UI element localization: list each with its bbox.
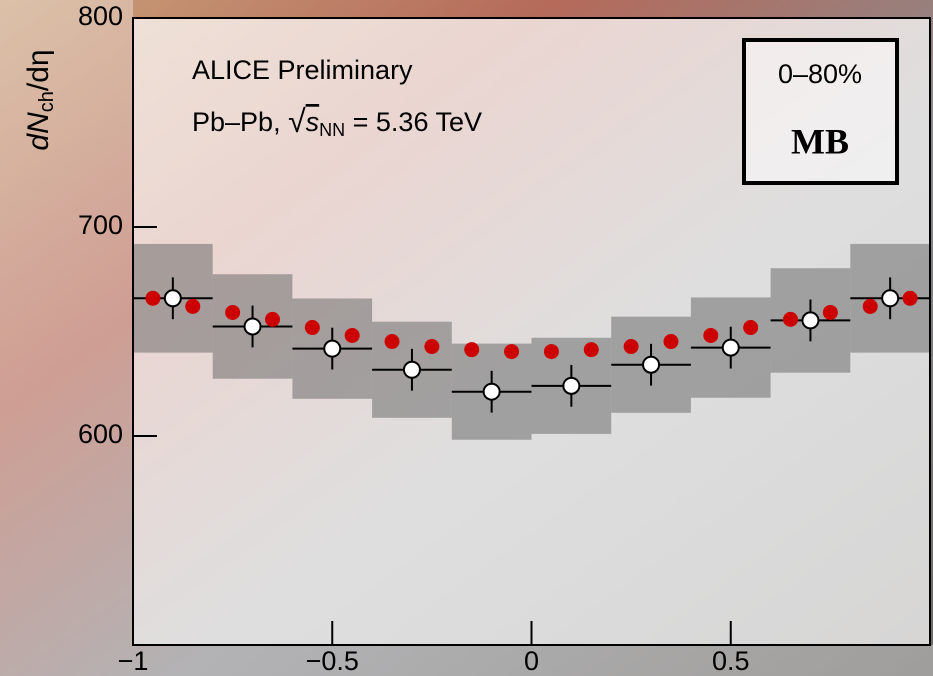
point bbox=[323, 339, 342, 358]
point bbox=[243, 317, 262, 336]
point bbox=[264, 311, 280, 327]
point bbox=[482, 382, 501, 401]
point bbox=[743, 320, 759, 336]
point bbox=[703, 327, 719, 343]
point bbox=[902, 290, 918, 306]
point bbox=[504, 344, 520, 360]
sqrt-sign: √ bbox=[288, 103, 306, 139]
x-tick-label: −0.5 bbox=[306, 646, 359, 676]
y-label-sub: ch bbox=[36, 91, 58, 112]
point bbox=[562, 376, 581, 395]
point bbox=[801, 311, 820, 330]
marks bbox=[133, 243, 930, 440]
point bbox=[663, 334, 679, 350]
x-tick-label: 0.5 bbox=[712, 646, 750, 676]
s-symbol: s bbox=[306, 107, 320, 137]
y-tick-label: 800 bbox=[78, 1, 123, 31]
y-label-rest: /dη bbox=[22, 49, 55, 91]
point bbox=[344, 327, 360, 343]
y-tick-label: 700 bbox=[78, 210, 123, 240]
point bbox=[862, 298, 878, 314]
point bbox=[721, 338, 740, 357]
point bbox=[424, 339, 440, 355]
y-axis-label: dNch/dη bbox=[22, 49, 58, 150]
experiment-label: ALICE Preliminary bbox=[192, 55, 413, 85]
point bbox=[185, 298, 201, 314]
s-subscript: NN bbox=[319, 120, 345, 140]
energy: = 5.36 TeV bbox=[345, 107, 482, 137]
point bbox=[402, 360, 421, 379]
system: Pb–Pb, bbox=[192, 107, 288, 137]
point bbox=[304, 320, 320, 336]
point bbox=[543, 344, 559, 360]
centrality-label: 0–80% bbox=[778, 59, 862, 89]
margin-bottom bbox=[133, 645, 933, 676]
point bbox=[384, 334, 400, 350]
point bbox=[881, 289, 900, 308]
label-box bbox=[742, 38, 899, 185]
trigger-label: MB bbox=[791, 121, 849, 161]
system-label: Pb–Pb, √sNN = 5.36 TeV bbox=[192, 103, 482, 139]
y-label-main: dN bbox=[22, 112, 55, 151]
point bbox=[163, 289, 182, 308]
y-tick-label: 600 bbox=[78, 419, 123, 449]
point bbox=[623, 339, 639, 355]
point bbox=[822, 304, 838, 320]
point bbox=[464, 342, 480, 358]
x-tick-label: −1 bbox=[118, 646, 149, 676]
point bbox=[783, 311, 799, 327]
x-tick-label: 0 bbox=[524, 646, 539, 676]
point bbox=[225, 304, 241, 320]
point bbox=[642, 355, 661, 374]
point bbox=[145, 290, 161, 306]
margin-left bbox=[0, 0, 133, 676]
point bbox=[583, 342, 599, 358]
